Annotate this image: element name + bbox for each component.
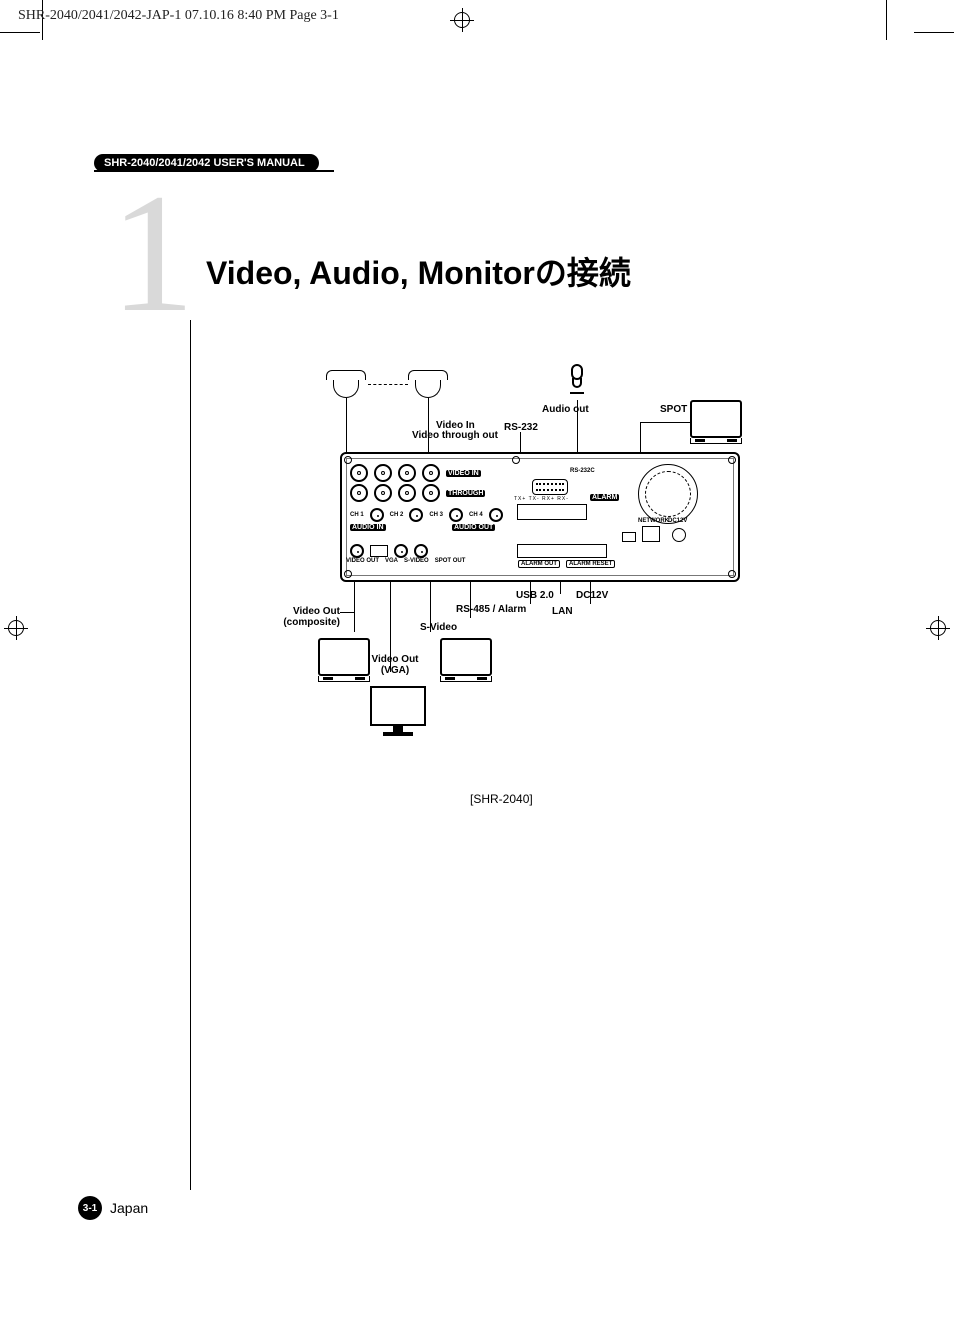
panel-label: CH 3 — [429, 512, 443, 518]
panel-label: ALARM OUT — [518, 560, 560, 568]
crop-mark — [0, 32, 40, 33]
lead-line — [340, 612, 354, 613]
label-spot: SPOT — [660, 404, 687, 415]
usb-port — [622, 532, 636, 542]
dashed-line — [368, 384, 408, 385]
content-rule — [190, 320, 191, 1190]
label-lan: LAN — [552, 606, 573, 617]
label-video-out-vga: Video Out (VGA) — [370, 654, 420, 676]
lead-line — [428, 398, 429, 456]
print-header: SHR-2040/2041/2042-JAP-1 07.10.16 8:40 P… — [18, 8, 339, 24]
crop-mark — [914, 32, 954, 33]
panel-label: VIDEO IN — [446, 470, 481, 477]
microphone-icon — [570, 364, 584, 398]
spot-monitor-icon — [690, 400, 742, 444]
panel-label: CH 1 — [350, 512, 364, 518]
panel-label: AUDIO OUT — [452, 524, 495, 531]
footer-region: Japan — [110, 1200, 148, 1216]
panel-label: AUDIO IN — [350, 524, 386, 531]
connection-diagram: Audio out SPOT Video In Video through ou… — [270, 370, 860, 820]
lead-line — [560, 582, 561, 594]
lead-line — [346, 398, 347, 456]
lead-line — [640, 422, 690, 423]
vga-monitor-icon — [370, 686, 426, 738]
label-svideo: S-Video — [420, 622, 457, 633]
registration-mark — [4, 616, 28, 640]
dome-camera-icon — [408, 370, 448, 398]
crop-mark — [886, 0, 887, 40]
composite-monitor-icon — [318, 638, 370, 682]
label-line: (VGA) — [370, 665, 420, 676]
alarm-terminal — [517, 504, 587, 520]
lan-port — [642, 526, 660, 542]
page-title: Video, Audio, Monitorの接続 — [206, 248, 631, 294]
label-line: (composite) — [280, 617, 340, 628]
label-video-through: Video through out — [412, 430, 498, 441]
svideo-monitor-icon — [440, 638, 492, 682]
device-rear-panel: VIDEO IN THROUGH CH 1 CH 2 CH 3 CH 4 AUD… — [340, 452, 740, 582]
panel-label: ALARM RESET — [566, 560, 615, 568]
panel-label: VIDEO OUT — [346, 558, 379, 564]
chapter-number: 1 — [110, 168, 195, 338]
panel-label: TX+ TX- RX+ RX- — [514, 496, 569, 502]
panel-label: SPOT OUT — [435, 558, 466, 564]
page-footer: 3-1 Japan — [78, 1196, 148, 1220]
panel-label: VGA — [385, 558, 398, 564]
label-dc12v: DC12V — [576, 590, 608, 601]
panel-label: CH 4 — [469, 512, 483, 518]
panel-label: ALARM — [590, 494, 619, 501]
registration-mark — [926, 616, 950, 640]
fan-icon — [638, 464, 698, 524]
lead-line — [354, 582, 355, 632]
label-audio-out: Audio out — [542, 404, 589, 415]
panel-label: THROUGH — [446, 490, 485, 497]
panel-label: S-VIDEO — [404, 558, 429, 564]
label-line: Video Out — [370, 654, 420, 665]
panel-label: RS-232C — [570, 468, 595, 474]
label-video-out-composite: Video Out (composite) — [280, 606, 340, 628]
label-usb: USB 2.0 — [516, 590, 554, 601]
alarm-out-terminal — [517, 544, 607, 558]
page-number-bullet: 3-1 — [78, 1196, 102, 1220]
label-rs485-alarm: RS-485 / Alarm — [456, 604, 526, 615]
dome-camera-icon — [326, 370, 366, 398]
registration-mark — [450, 8, 474, 32]
rs232-port — [532, 479, 568, 495]
label-line: Video Out — [280, 606, 340, 617]
panel-label: CH 2 — [390, 512, 404, 518]
dc-jack — [672, 528, 686, 542]
model-caption: [SHR-2040] — [470, 792, 533, 806]
